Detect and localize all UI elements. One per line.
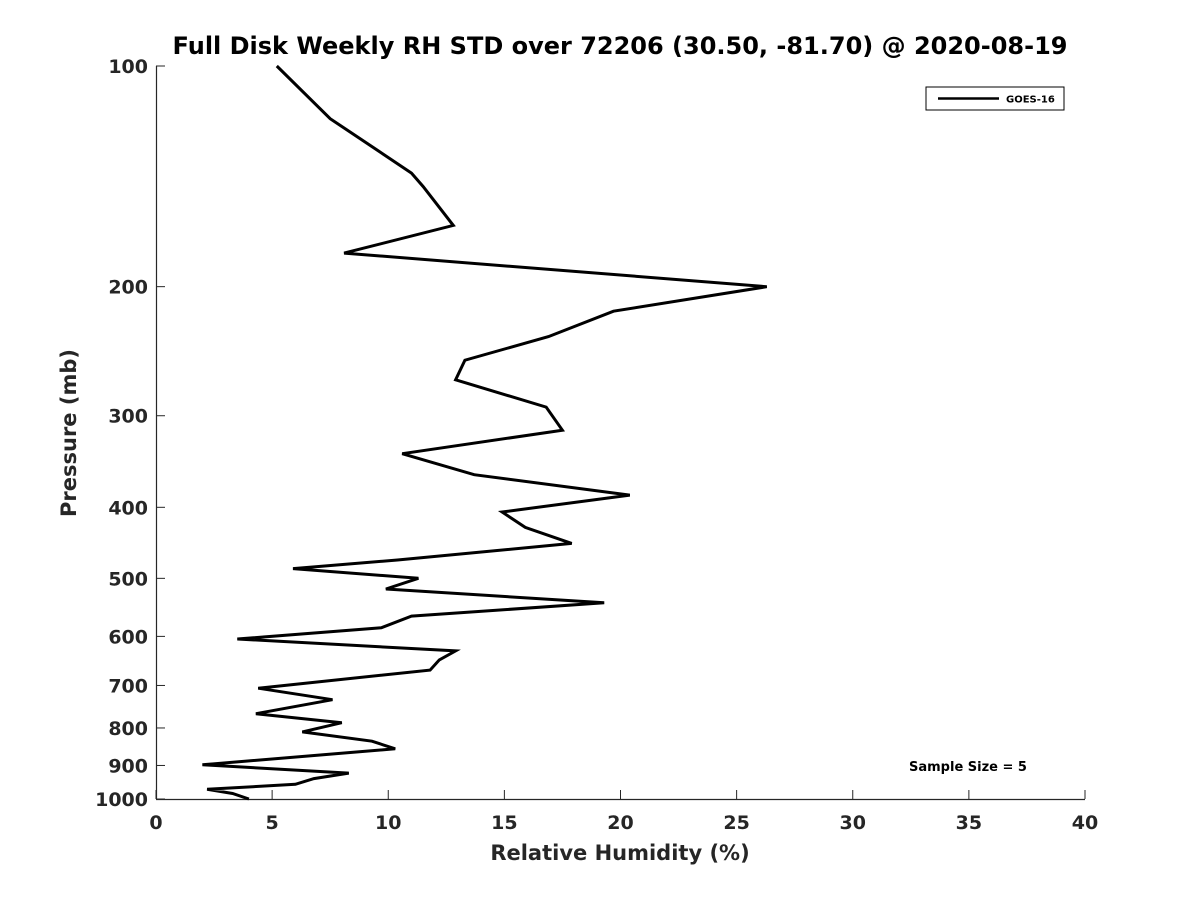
y-tick-label: 100 bbox=[108, 56, 148, 78]
plot-area bbox=[156, 66, 1085, 799]
y-tick-label: 800 bbox=[108, 718, 148, 740]
axis-ticks: 0 5 10 15 20 25 30 35 40 100 200 300 400 500 600 700 800… bbox=[95, 56, 1098, 834]
x-tick-label: 30 bbox=[840, 812, 866, 834]
x-tick-label: 35 bbox=[956, 812, 982, 834]
y-tick-label: 300 bbox=[108, 406, 148, 428]
legend: GOES-16 bbox=[925, 86, 1065, 111]
y-tick-label: 400 bbox=[108, 497, 148, 519]
series-layer bbox=[202, 64, 768, 801]
sample-size-annotation: Sample Size = 5 bbox=[909, 760, 1027, 775]
y-tick-label: 900 bbox=[108, 755, 148, 777]
x-tick-label: 15 bbox=[491, 812, 517, 834]
legend-entry-goes-16: GOES-16 bbox=[1006, 95, 1055, 106]
x-tick-label: 20 bbox=[607, 812, 633, 834]
x-tick-label: 0 bbox=[149, 812, 162, 834]
x-tick-label: 40 bbox=[1072, 812, 1098, 834]
y-tick-label: 1000 bbox=[95, 789, 148, 811]
x-tick-label: 25 bbox=[723, 812, 749, 834]
x-axis-label: Relative Humidity (%) bbox=[490, 841, 749, 865]
y-tick-label: 700 bbox=[108, 675, 148, 697]
y-tick-label: 500 bbox=[108, 568, 148, 590]
y-tick-label: 200 bbox=[108, 277, 148, 299]
chart-title: Full Disk Weekly RH STD over 72206 (30.5… bbox=[173, 32, 1068, 60]
series-line-goes-16 bbox=[202, 64, 768, 801]
x-tick-label: 5 bbox=[266, 812, 279, 834]
y-tick-label: 600 bbox=[108, 626, 148, 648]
x-tick-label: 10 bbox=[375, 812, 401, 834]
y-axis-label: Pressure (mb) bbox=[57, 349, 81, 517]
